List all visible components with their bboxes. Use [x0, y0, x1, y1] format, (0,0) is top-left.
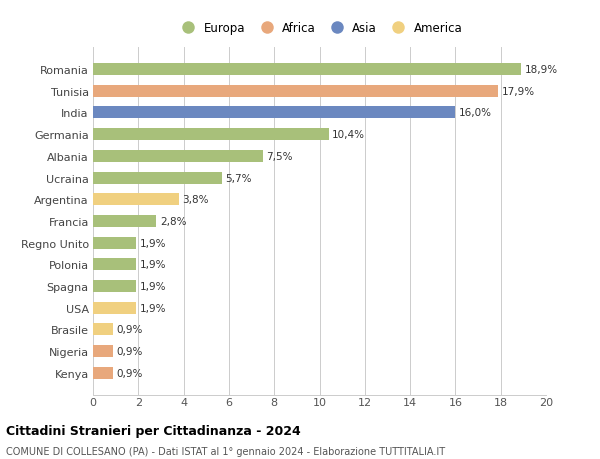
Text: 0,9%: 0,9%: [117, 325, 143, 335]
Bar: [93, 85, 499, 97]
Bar: [93, 172, 222, 184]
Bar: [93, 367, 113, 379]
Bar: [93, 280, 136, 292]
Text: 0,9%: 0,9%: [117, 347, 143, 356]
Text: 5,7%: 5,7%: [226, 173, 252, 183]
Text: 0,9%: 0,9%: [117, 368, 143, 378]
Bar: [93, 216, 157, 227]
Bar: [93, 346, 113, 358]
Bar: [93, 151, 263, 162]
Text: 1,9%: 1,9%: [139, 260, 166, 270]
Text: 17,9%: 17,9%: [502, 87, 535, 96]
Bar: [93, 129, 329, 141]
Bar: [93, 302, 136, 314]
Text: Cittadini Stranieri per Cittadinanza - 2024: Cittadini Stranieri per Cittadinanza - 2…: [6, 425, 301, 437]
Bar: [93, 64, 521, 76]
Text: 1,9%: 1,9%: [139, 281, 166, 291]
Bar: [93, 324, 113, 336]
Text: 2,8%: 2,8%: [160, 217, 187, 226]
Text: 7,5%: 7,5%: [266, 151, 293, 162]
Text: 1,9%: 1,9%: [139, 303, 166, 313]
Text: 10,4%: 10,4%: [332, 130, 365, 140]
Text: 1,9%: 1,9%: [139, 238, 166, 248]
Bar: [93, 107, 455, 119]
Legend: Europa, Africa, Asia, America: Europa, Africa, Asia, America: [174, 19, 465, 37]
Bar: [93, 259, 136, 271]
Text: 16,0%: 16,0%: [459, 108, 492, 118]
Text: 3,8%: 3,8%: [182, 195, 209, 205]
Text: COMUNE DI COLLESANO (PA) - Dati ISTAT al 1° gennaio 2024 - Elaborazione TUTTITAL: COMUNE DI COLLESANO (PA) - Dati ISTAT al…: [6, 446, 445, 456]
Text: 18,9%: 18,9%: [524, 65, 557, 75]
Bar: [93, 194, 179, 206]
Bar: [93, 237, 136, 249]
